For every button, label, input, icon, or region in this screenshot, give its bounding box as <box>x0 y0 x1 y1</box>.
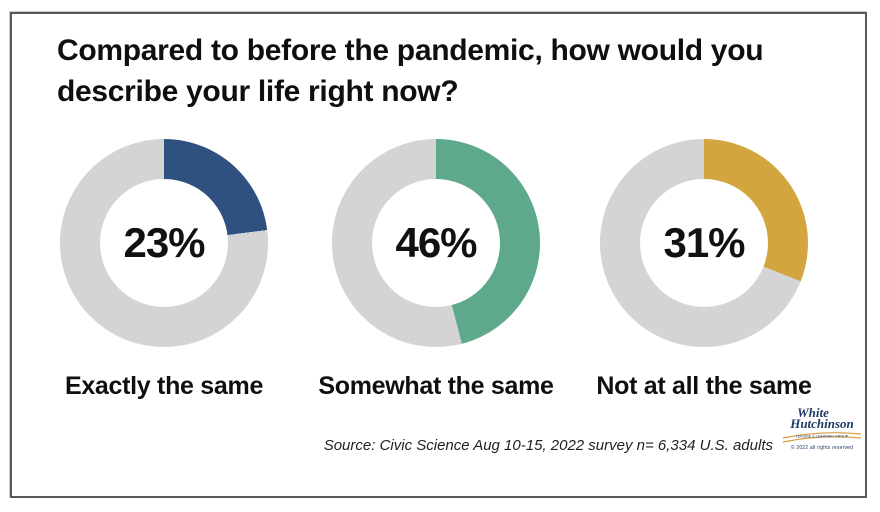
category-label-exactly-the-same: Exactly the same <box>64 372 264 400</box>
logo-copyright-text: © 2022 all rights reserved <box>790 445 854 451</box>
category-label-not-at-all-the-same: Not at all the same <box>596 372 812 400</box>
source-attribution: Source: Civic Science Aug 10-15, 2022 su… <box>323 437 773 454</box>
logo-text-hutchinson: Hutchinson <box>790 416 854 431</box>
donut-chart-somewhat-the-same: 46% <box>332 139 540 347</box>
donut-value-label: 23% <box>123 219 205 266</box>
logo-swoosh-ribbon-icon: LEISURE & LEARNING GROUP <box>782 432 862 443</box>
donut-hole <box>100 179 228 307</box>
donut-chart-exactly-the-same: 23% <box>60 139 268 347</box>
logo-ribbon-text: LEISURE & LEARNING GROUP <box>796 435 849 439</box>
chart-card: Compared to before the pandemic, how wou… <box>10 12 867 498</box>
donut-value-label: 31% <box>663 219 745 266</box>
category-label-somewhat-the-same: Somewhat the same <box>318 372 554 400</box>
logo-text-white: White <box>797 405 829 420</box>
white-hutchinson-logo: White Hutchinson LEISURE & LEARNING GROU… <box>780 406 864 451</box>
donut-chart-not-at-all-the-same: 31% <box>600 139 808 347</box>
donut-hole <box>640 179 768 307</box>
donut-value-label: 46% <box>395 219 477 266</box>
donut-hole <box>372 179 500 307</box>
chart-title: Compared to before the pandemic, how wou… <box>57 34 764 108</box>
